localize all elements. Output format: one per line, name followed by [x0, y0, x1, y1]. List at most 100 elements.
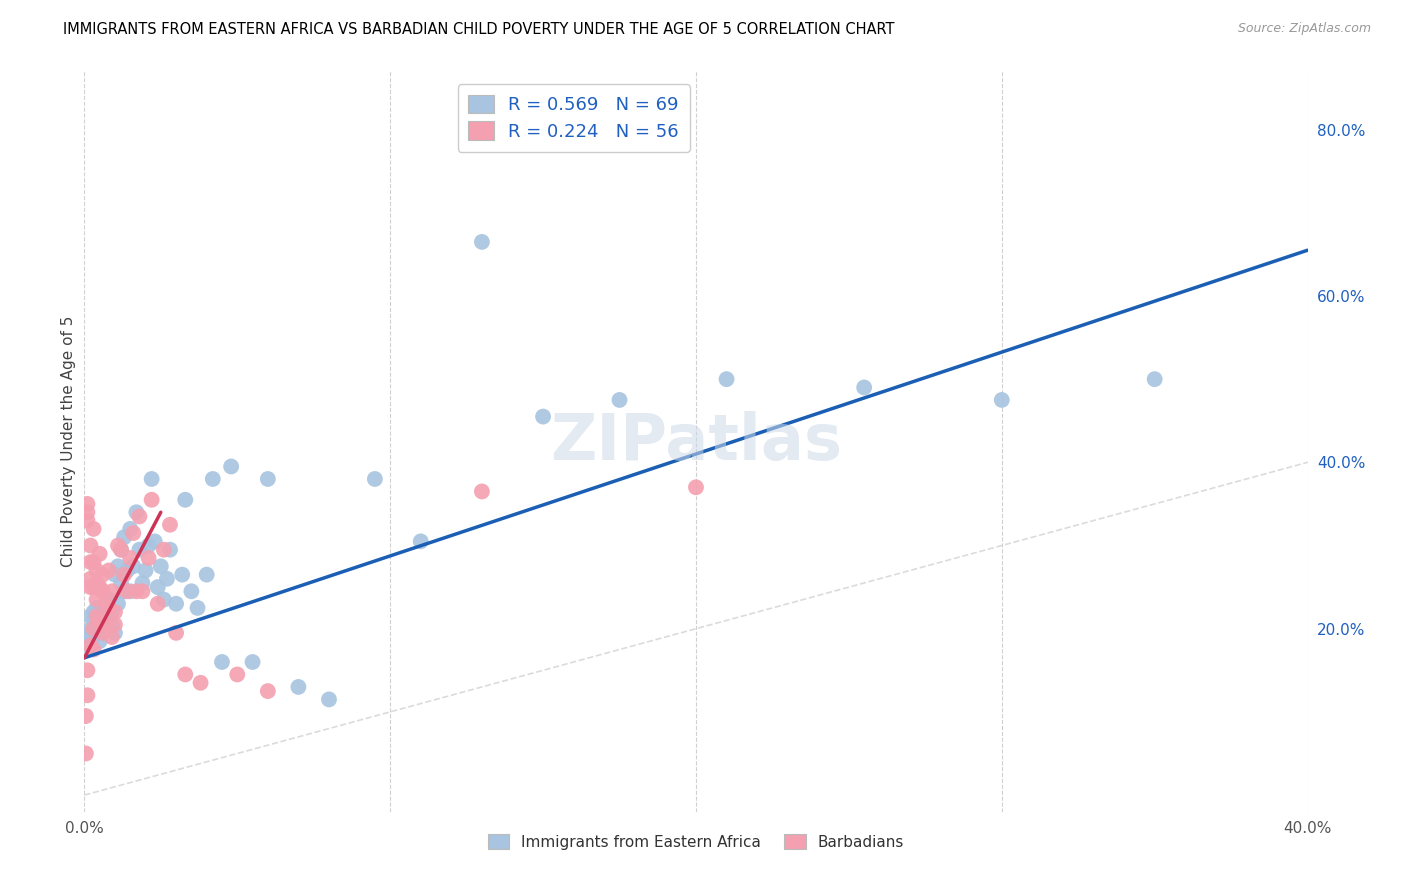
Point [125, 584, 148, 599]
Point [156, 572, 179, 586]
Point [685, 480, 707, 494]
Point [79, 572, 101, 586]
Point [86, 592, 108, 607]
Point [94, 617, 117, 632]
Point [138, 551, 160, 566]
Point [86, 609, 108, 624]
Point [86, 576, 108, 591]
Point [104, 605, 127, 619]
Point [97, 592, 120, 607]
Point [364, 472, 387, 486]
Point [94, 597, 117, 611]
Point [79, 638, 101, 652]
Point [128, 509, 150, 524]
Point [141, 472, 163, 486]
Point [409, 534, 432, 549]
Point [101, 605, 124, 619]
Point [174, 492, 197, 507]
Point [165, 597, 187, 611]
Point [83, 555, 105, 569]
Y-axis label: Child Poverty Under the Age of 5: Child Poverty Under the Age of 5 [60, 316, 76, 567]
Point [91, 567, 114, 582]
Point [146, 580, 169, 594]
Point [101, 617, 124, 632]
Point [76, 688, 98, 702]
Point [104, 625, 127, 640]
Point [79, 609, 101, 624]
Point [76, 625, 98, 640]
Point [76, 634, 98, 648]
Point [75, 709, 97, 723]
Point [104, 617, 127, 632]
Point [120, 522, 142, 536]
Point [79, 638, 101, 652]
Point [180, 584, 202, 599]
Point [287, 680, 309, 694]
Point [159, 517, 181, 532]
Point [131, 584, 153, 599]
Point [91, 617, 114, 632]
Point [153, 542, 176, 557]
Point [107, 597, 129, 611]
Point [76, 663, 98, 677]
Point [172, 567, 194, 582]
Point [89, 614, 111, 628]
Point [226, 667, 249, 681]
Point [165, 625, 187, 640]
Point [128, 542, 150, 557]
Point [991, 392, 1014, 407]
Point [531, 409, 554, 424]
Point [471, 235, 494, 249]
Point [853, 380, 876, 394]
Point [125, 505, 148, 519]
Point [115, 584, 138, 599]
Point [149, 559, 172, 574]
Point [219, 459, 242, 474]
Point [76, 514, 98, 528]
Point [83, 642, 105, 657]
Point [91, 605, 114, 619]
Point [101, 584, 124, 599]
Point [79, 539, 101, 553]
Point [138, 539, 160, 553]
Point [120, 551, 142, 566]
Point [89, 547, 111, 561]
Text: IMMIGRANTS FROM EASTERN AFRICA VS BARBADIAN CHILD POVERTY UNDER THE AGE OF 5 COR: IMMIGRANTS FROM EASTERN AFRICA VS BARBAD… [63, 22, 894, 37]
Point [79, 555, 101, 569]
Text: ZIPatlas: ZIPatlas [550, 410, 842, 473]
Point [242, 655, 264, 669]
Legend: Immigrants from Eastern Africa, Barbadians: Immigrants from Eastern Africa, Barbadia… [482, 828, 910, 856]
Point [76, 497, 98, 511]
Point [94, 622, 117, 636]
Point [83, 580, 105, 594]
Text: Source: ZipAtlas.com: Source: ZipAtlas.com [1237, 22, 1371, 36]
Point [146, 597, 169, 611]
Point [89, 625, 111, 640]
Point [86, 564, 108, 578]
Point [83, 622, 105, 636]
Point [76, 505, 98, 519]
Point [91, 584, 114, 599]
Point [112, 584, 135, 599]
Point [75, 747, 97, 761]
Point [195, 567, 218, 582]
Point [112, 567, 135, 582]
Point [120, 584, 142, 599]
Point [89, 634, 111, 648]
Point [143, 534, 166, 549]
Point [110, 576, 132, 591]
Point [190, 675, 212, 690]
Point [86, 609, 108, 624]
Point [97, 564, 120, 578]
Point [318, 692, 340, 706]
Point [716, 372, 738, 386]
Point [83, 614, 105, 628]
Point [609, 392, 631, 407]
Point [131, 576, 153, 591]
Point [122, 559, 145, 574]
Point [471, 484, 494, 499]
Point [112, 530, 135, 544]
Point [79, 580, 101, 594]
Point [107, 559, 129, 574]
Point [97, 601, 120, 615]
